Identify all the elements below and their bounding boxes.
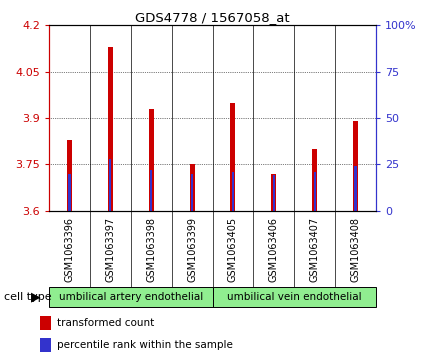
- Bar: [68, 174, 71, 211]
- Bar: [109, 159, 111, 211]
- Text: GSM1063398: GSM1063398: [146, 217, 156, 282]
- Bar: [191, 174, 193, 211]
- Bar: [212, 287, 376, 307]
- Text: GSM1063399: GSM1063399: [187, 217, 197, 282]
- Text: GSM1063408: GSM1063408: [351, 217, 361, 282]
- Bar: [272, 175, 275, 211]
- Text: umbilical vein endothelial: umbilical vein endothelial: [227, 292, 362, 302]
- Title: GDS4778 / 1567058_at: GDS4778 / 1567058_at: [135, 11, 290, 24]
- Bar: [40, 316, 51, 330]
- Text: ▶: ▶: [31, 290, 41, 303]
- Bar: [230, 102, 235, 211]
- Text: percentile rank within the sample: percentile rank within the sample: [57, 340, 233, 350]
- Bar: [67, 139, 72, 211]
- Bar: [354, 166, 357, 211]
- Text: transformed count: transformed count: [57, 318, 154, 328]
- Text: GSM1063407: GSM1063407: [310, 217, 320, 282]
- Bar: [150, 170, 153, 211]
- Bar: [232, 172, 234, 211]
- Bar: [49, 287, 212, 307]
- Bar: [149, 109, 153, 211]
- Bar: [353, 121, 358, 211]
- Text: GSM1063396: GSM1063396: [64, 217, 74, 282]
- Bar: [40, 338, 51, 352]
- Bar: [190, 164, 195, 211]
- Bar: [108, 47, 113, 211]
- Text: umbilical artery endothelial: umbilical artery endothelial: [59, 292, 203, 302]
- Bar: [314, 172, 316, 211]
- Bar: [272, 174, 276, 211]
- Text: GSM1063397: GSM1063397: [105, 217, 115, 282]
- Text: GSM1063405: GSM1063405: [228, 217, 238, 282]
- Text: cell type: cell type: [4, 292, 52, 302]
- Text: GSM1063406: GSM1063406: [269, 217, 279, 282]
- Bar: [312, 149, 317, 211]
